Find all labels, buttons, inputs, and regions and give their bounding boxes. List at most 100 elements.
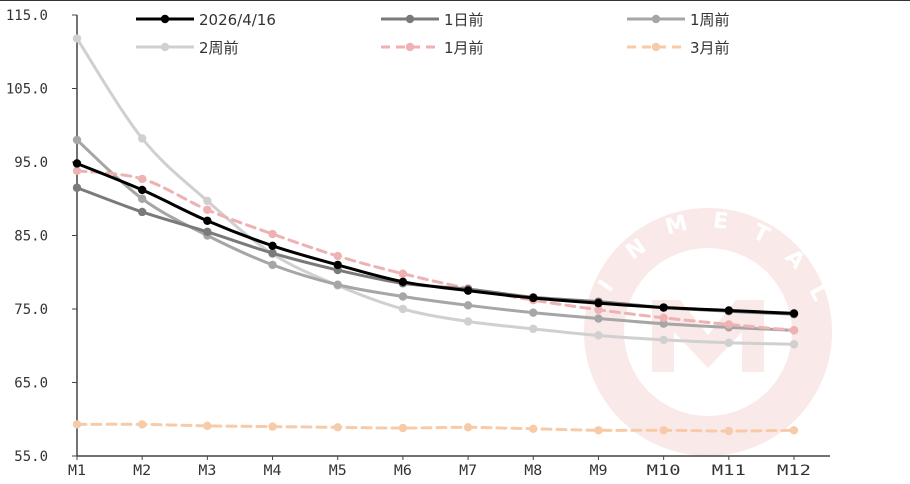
data-point: [789, 426, 799, 435]
data-point: [463, 286, 473, 295]
legend-swatch-marker: [651, 14, 661, 24]
data-point: [72, 34, 82, 43]
data-point: [724, 320, 734, 329]
legend-swatch-marker: [405, 42, 415, 52]
series-line: [75, 169, 796, 332]
data-point: [137, 174, 147, 184]
legend-swatch-marker: [405, 14, 415, 24]
y-tick-label: 95.0: [14, 155, 48, 171]
data-point: [137, 207, 147, 217]
data-point: [333, 423, 342, 432]
legend-label: 2026/4/16: [199, 11, 276, 29]
legend-swatch-marker: [160, 14, 170, 24]
legend-item-2: 1周前: [627, 11, 730, 29]
legend-item-1: 1日前: [381, 11, 484, 29]
data-point: [529, 308, 538, 317]
data-point: [724, 338, 734, 348]
legend-item-5: 3月前: [627, 39, 730, 57]
series-line: [75, 161, 796, 315]
data-point: [72, 135, 82, 145]
data-point: [137, 194, 147, 203]
data-point: [137, 420, 147, 429]
data-point: [659, 335, 668, 345]
legend-label: 3月前: [690, 39, 730, 57]
data-point: [203, 216, 212, 225]
x-tick-label: M2: [133, 463, 151, 479]
data-point: [398, 304, 408, 314]
data-point: [529, 324, 538, 334]
data-point: [463, 301, 473, 310]
x-tick-label: M8: [524, 463, 542, 479]
data-point: [659, 319, 668, 328]
data-point: [268, 248, 277, 258]
data-point: [789, 326, 799, 335]
legend: 2026/4/16 1日前 1周前 2周前 1月前 3月前: [136, 11, 730, 57]
legend-item-3: 2周前: [136, 39, 239, 57]
data-point: [659, 313, 668, 323]
data-point: [594, 314, 603, 323]
data-point: [463, 423, 473, 432]
y-tick-label: 55.0: [14, 449, 48, 465]
data-point: [203, 227, 212, 237]
data-point: [789, 309, 799, 318]
data-point: [724, 306, 734, 315]
data-point: [463, 317, 473, 326]
x-tick-label: M7: [459, 463, 477, 479]
x-tick-label: M10: [647, 463, 681, 479]
data-point: [203, 421, 212, 431]
data-point: [594, 298, 603, 308]
y-tick-label: 115.0: [6, 8, 48, 24]
data-point: [203, 196, 212, 206]
y-tick-label: 105.0: [6, 82, 48, 98]
data-point: [398, 269, 408, 278]
data-point: [724, 426, 734, 436]
legend-label: 1月前: [444, 39, 484, 57]
data-point: [659, 426, 668, 435]
data-point: [594, 426, 603, 435]
data-point: [659, 303, 668, 312]
data-point: [529, 293, 538, 303]
x-tick-label: M11: [712, 463, 746, 479]
x-tick-label: M4: [264, 463, 282, 479]
data-point: [203, 205, 212, 214]
series-0: [72, 159, 799, 318]
legend-label: 1日前: [444, 11, 484, 29]
data-point: [398, 292, 408, 301]
y-tick-label: 85.0: [14, 229, 48, 245]
svg-text:E: E: [712, 208, 730, 234]
legend-swatch-marker: [651, 42, 661, 52]
series-line: [75, 422, 796, 433]
x-tick-label: M3: [198, 463, 216, 479]
x-tick-label: M6: [394, 463, 412, 479]
series-layer: [72, 34, 799, 436]
legend-item-4: 1月前: [381, 39, 484, 57]
axes: 55.0 65.0 75.0 85.0 95.0 105.0 115.0 M1 M2 M3 M4 M5…: [6, 8, 830, 479]
x-tick-label: M9: [589, 463, 607, 479]
watermark-logo: I N M E T A L: [584, 208, 832, 456]
data-point: [268, 422, 277, 431]
data-point: [137, 185, 147, 195]
data-point: [789, 340, 799, 349]
data-point: [333, 260, 342, 270]
legend-label: 1周前: [690, 11, 730, 29]
data-point: [529, 424, 538, 434]
data-point: [72, 159, 82, 168]
data-point: [594, 331, 603, 340]
y-tick-label: 65.0: [14, 376, 48, 392]
x-tick-label: M12: [777, 463, 811, 479]
data-point: [398, 277, 408, 287]
data-point: [333, 280, 342, 289]
y-tick-label: 75.0: [14, 302, 48, 318]
x-tick-label: M5: [329, 463, 347, 479]
data-point: [268, 260, 277, 270]
data-point: [333, 251, 342, 261]
data-point: [594, 305, 603, 314]
legend-label: 2周前: [199, 39, 239, 57]
data-point: [268, 229, 277, 239]
legend-item-0: 2026/4/16: [136, 11, 276, 29]
legend-swatch-marker: [160, 42, 170, 52]
data-point: [137, 134, 147, 143]
data-point: [72, 420, 82, 429]
data-point: [72, 183, 82, 192]
